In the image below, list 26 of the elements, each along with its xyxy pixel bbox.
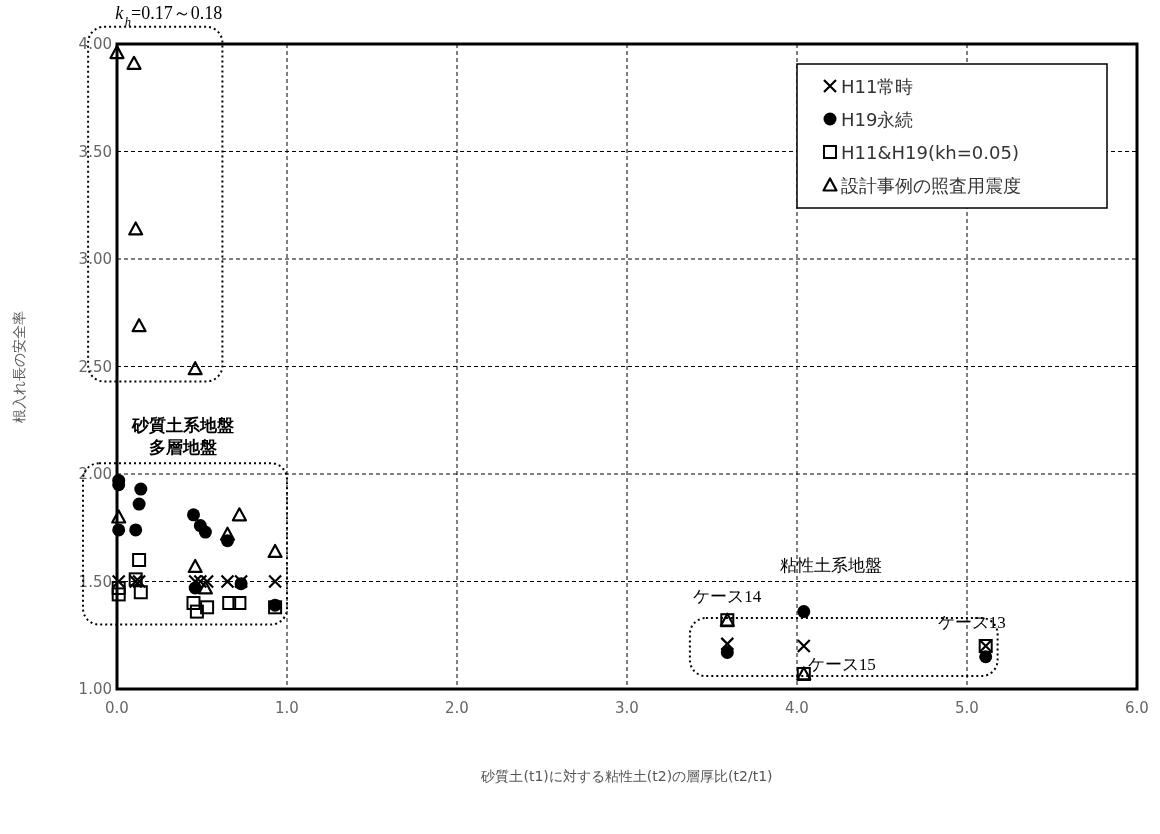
annotation: 粘性土系地盤 bbox=[780, 554, 882, 575]
annotation: 多層地盤 bbox=[149, 436, 218, 457]
y-tick-label: 3.00 bbox=[78, 250, 112, 268]
y-tick-label: 2.50 bbox=[78, 357, 112, 376]
x-tick-label: 4.0 bbox=[785, 699, 809, 717]
x-axis-title: 砂質土(t1)に対する粘性土(t2)の層厚比(t2/t1) bbox=[480, 768, 773, 784]
x-tick-label: 2.0 bbox=[445, 699, 469, 717]
y-tick-label: 1.00 bbox=[78, 680, 112, 698]
x-tick-label: 0.0 bbox=[105, 699, 129, 717]
x-tick-label: 1.0 bbox=[275, 699, 299, 717]
y-tick-label: 3.50 bbox=[78, 142, 112, 161]
legend-label: H11常時 bbox=[841, 76, 914, 97]
annotation: ケース14 bbox=[693, 587, 762, 607]
legend-label: H11&H19(kh=0.05) bbox=[841, 142, 1019, 163]
annotation: ケース15 bbox=[807, 654, 876, 674]
text: k$_{h}$=0.17～0.18 bbox=[115, 3, 223, 30]
x-tick-label: 6.0 bbox=[1125, 699, 1149, 717]
y-tick-label: 2.00 bbox=[78, 465, 112, 483]
legend-label: 設計事例の照査用震度 bbox=[841, 175, 1021, 196]
y-tick-label: 4.00 bbox=[78, 35, 112, 53]
y-tick-label: 1.50 bbox=[78, 572, 112, 591]
x-tick-label: 3.0 bbox=[615, 699, 639, 717]
legend-label: H19永続 bbox=[841, 109, 914, 130]
y-axis-title: 根入れ長の安全率 bbox=[11, 310, 27, 423]
x-tick-label: 5.0 bbox=[955, 699, 979, 717]
annotation: 砂質土系地盤 bbox=[131, 415, 235, 435]
